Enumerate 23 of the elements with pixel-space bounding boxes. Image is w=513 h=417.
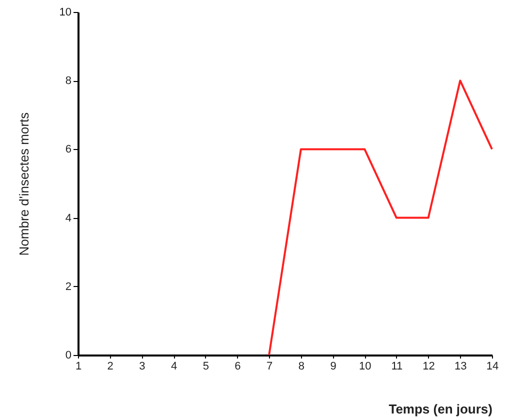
x-tick-label: 4: [170, 360, 178, 372]
x-tick-label: 10: [358, 360, 372, 372]
x-axis-title: Temps (en jours): [388, 402, 492, 416]
x-tick-label: 12: [422, 360, 435, 372]
y-tick-label: 0: [65, 350, 72, 362]
x-tick-label: 8: [298, 360, 304, 372]
x-tick-label: 7: [266, 360, 273, 372]
x-tick-label: 1: [75, 360, 82, 372]
y-tick-label: 4: [65, 212, 72, 224]
y-tick-label: 6: [65, 144, 72, 156]
x-tick-label: 3: [139, 360, 146, 372]
y-tick-label: 2: [65, 280, 72, 293]
x-tick-label: 13: [454, 360, 467, 372]
x-tick-label: 14: [486, 360, 499, 372]
y-tick-label: 8: [65, 75, 72, 88]
line-series: [268, 80, 493, 356]
y-tick-label: 10: [59, 6, 72, 18]
y-axis-title: Nombre d'insectes morts: [16, 112, 32, 256]
x-tick-label: 6: [234, 360, 241, 372]
x-tick-label: 9: [330, 360, 336, 372]
x-tick-label: 5: [202, 360, 209, 372]
x-tick-label: 11: [391, 360, 403, 372]
x-tick-label: 2: [107, 360, 114, 372]
